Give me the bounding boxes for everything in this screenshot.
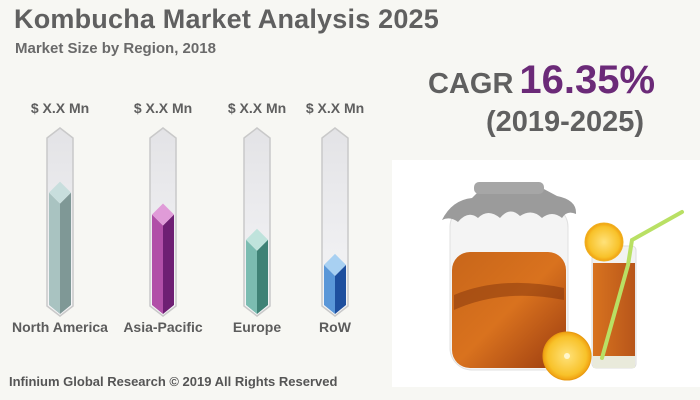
bar-track xyxy=(242,127,272,317)
bar-column: $ X.X Mn RoW xyxy=(285,100,385,340)
bar-track xyxy=(320,127,350,317)
cagr-block: CAGR 16.35% xyxy=(428,58,655,103)
cagr-period: (2019-2025) xyxy=(486,106,644,138)
kombucha-jar-illustration xyxy=(442,182,684,381)
bar-value-label: $ X.X Mn xyxy=(227,100,287,116)
bar-column: $ X.X Mn Europe xyxy=(207,100,307,340)
cagr-value: 16.35% xyxy=(519,58,656,102)
bar-column: $ X.X Mn Asia-Pacific xyxy=(113,100,213,340)
bar-column: $ X.X Mn North America xyxy=(10,100,110,340)
bar-value-label: $ X.X Mn xyxy=(30,100,90,116)
copyright-footer: Infinium Global Research © 2019 All Righ… xyxy=(9,374,338,389)
bar-category-label: North America xyxy=(12,319,108,335)
bar-track xyxy=(148,127,178,317)
bar-category-label: Europe xyxy=(232,319,282,335)
bar-category-label: Asia-Pacific xyxy=(123,319,203,335)
bar-category-label: RoW xyxy=(319,319,351,335)
bar-value-label: $ X.X Mn xyxy=(133,100,193,116)
bar-value-label: $ X.X Mn xyxy=(305,100,365,116)
page-title: Kombucha Market Analysis 2025 xyxy=(14,4,439,34)
bar-track xyxy=(45,127,75,317)
chart-subtitle: Market Size by Region, 2018 xyxy=(15,40,216,57)
cagr-label: CAGR xyxy=(428,68,514,100)
kombucha-photo xyxy=(392,160,700,387)
